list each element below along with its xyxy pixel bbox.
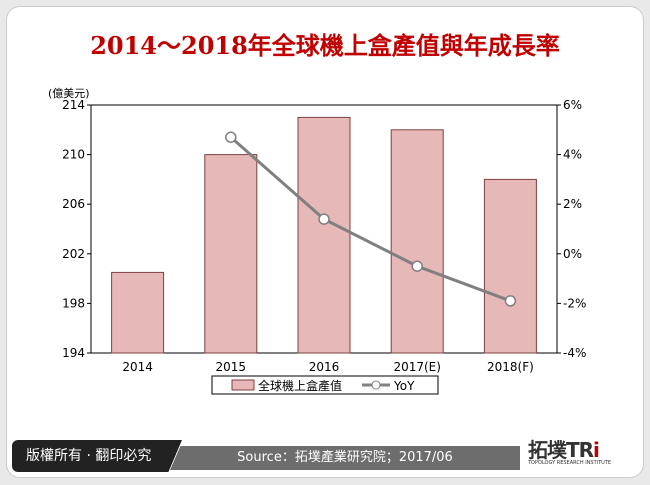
bar-2017(E) (390, 129, 444, 354)
yoy-point (318, 213, 330, 225)
y-tick-label: 206 (62, 197, 85, 211)
y-tick-label: 210 (62, 148, 85, 162)
bar-2016 (297, 116, 351, 354)
yoy-point (411, 260, 423, 272)
y2-tick-label: -2% (563, 296, 586, 310)
y-axis-unit: (億美元) (48, 87, 90, 100)
y2-tick-label: 0% (563, 247, 582, 261)
legend (211, 375, 439, 395)
x-tick-label: 2018(F) (487, 360, 534, 374)
x-tick-label: 2017(E) (393, 360, 440, 374)
yoy-line (229, 136, 511, 303)
yoy-point (504, 295, 517, 307)
y2-tick-label: 6% (563, 98, 582, 112)
y2-tick-label: -4% (563, 346, 586, 360)
chart-title: 2014～2018年全球機上盒產值與年成長率 (90, 31, 560, 60)
y-tick-label: 202 (62, 247, 85, 261)
x-tick-label: 2014 (122, 360, 153, 374)
legend-line-label: YoY (393, 379, 415, 393)
y-tick-label: 198 (62, 296, 85, 310)
x-tick-label: 2015 (216, 360, 247, 374)
tri-logo: 拓墣TRi TOPOLOGY RESEARCH INSTITUTE (522, 432, 640, 472)
copyright-label: 版權所有 · 翻印必究 (12, 440, 182, 472)
bar-2014 (111, 271, 165, 354)
y-tick-label: 194 (62, 346, 85, 360)
legend-bar-label: 全球機上盒產值 (258, 378, 342, 393)
bar-2018(F) (483, 178, 537, 354)
legend-line-marker (371, 380, 381, 390)
y-tick-label: 214 (62, 98, 85, 112)
source-label: Source：拓墣產業研究院；2017/06 (170, 446, 520, 470)
y2-tick-label: 4% (563, 148, 582, 162)
y2-tick-label: 2% (563, 197, 582, 211)
bar-2015 (204, 154, 258, 354)
yoy-point (225, 131, 237, 143)
x-tick-label: 2016 (309, 360, 340, 374)
legend-bar-swatch (231, 379, 255, 391)
